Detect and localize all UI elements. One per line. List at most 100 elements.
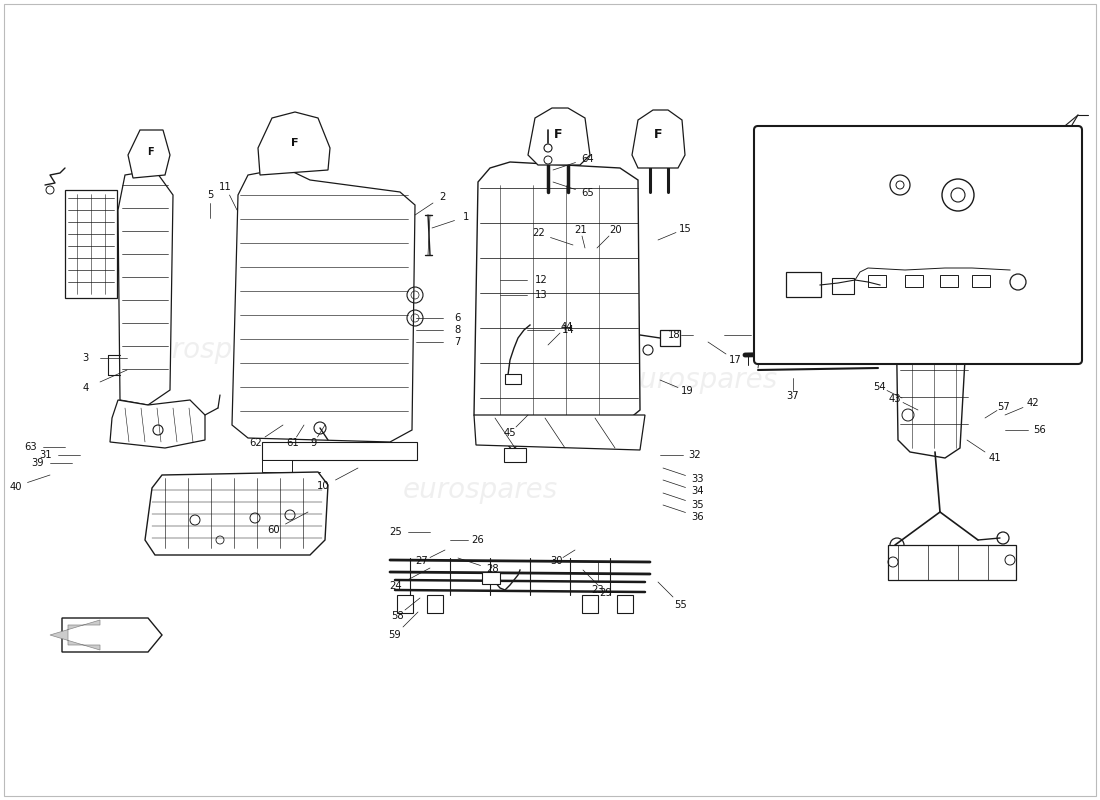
Text: 59: 59 (388, 630, 401, 640)
Bar (868, 275, 886, 287)
Text: 54: 54 (872, 382, 886, 391)
Text: 60: 60 (267, 526, 279, 535)
Polygon shape (474, 415, 645, 450)
Text: 55: 55 (674, 600, 688, 610)
Polygon shape (62, 618, 162, 652)
Polygon shape (50, 620, 100, 650)
Polygon shape (118, 170, 173, 405)
Text: 6: 6 (454, 313, 461, 323)
Text: 9: 9 (310, 438, 317, 448)
Bar (582, 595, 598, 613)
Text: 1: 1 (463, 211, 470, 222)
Text: 47: 47 (844, 225, 857, 234)
Text: 20: 20 (609, 225, 622, 234)
Text: 23: 23 (592, 585, 604, 594)
Text: 45: 45 (504, 429, 516, 438)
Text: 10: 10 (317, 482, 330, 491)
Text: 24: 24 (389, 582, 402, 591)
Text: 37: 37 (786, 391, 800, 402)
Polygon shape (528, 108, 590, 165)
Text: F: F (553, 129, 562, 142)
Text: 49: 49 (1041, 254, 1053, 265)
Bar (940, 275, 958, 287)
Text: 34: 34 (691, 486, 704, 497)
Text: 26: 26 (471, 535, 484, 545)
Text: eurospares: eurospares (623, 366, 778, 394)
Text: 64: 64 (581, 154, 594, 163)
Text: 52: 52 (801, 291, 814, 302)
Bar (262, 460, 292, 472)
Text: 7: 7 (454, 337, 461, 347)
Text: 51: 51 (860, 311, 873, 322)
Text: 13: 13 (535, 290, 548, 300)
Bar (262, 442, 417, 460)
Bar (660, 330, 680, 346)
Text: 28: 28 (486, 565, 498, 574)
Text: 39: 39 (31, 458, 44, 468)
Text: 65: 65 (581, 189, 594, 198)
Circle shape (887, 347, 896, 357)
Text: 14: 14 (562, 325, 574, 335)
Text: 32: 32 (689, 450, 701, 460)
Text: 42: 42 (1026, 398, 1038, 409)
Polygon shape (110, 400, 205, 448)
Text: 40: 40 (9, 482, 22, 491)
Polygon shape (258, 112, 330, 175)
Text: 62: 62 (249, 438, 262, 448)
Text: 36: 36 (691, 511, 704, 522)
Text: 25: 25 (389, 527, 402, 537)
Bar (832, 278, 854, 294)
Text: 11: 11 (219, 182, 232, 192)
Text: 61: 61 (286, 438, 299, 448)
Bar (397, 595, 412, 613)
Bar (505, 374, 521, 384)
Text: 3: 3 (82, 353, 89, 363)
Text: 53: 53 (869, 242, 882, 251)
Polygon shape (232, 168, 415, 442)
Text: F: F (292, 138, 299, 148)
Text: 57: 57 (997, 402, 1010, 411)
Text: 22: 22 (532, 229, 544, 238)
Text: 17: 17 (729, 355, 743, 366)
Text: 58: 58 (390, 611, 404, 622)
Text: USA - CDN: USA - CDN (858, 137, 935, 150)
Bar (482, 572, 500, 584)
Text: 30: 30 (550, 557, 563, 566)
Text: 29: 29 (600, 588, 613, 598)
Polygon shape (145, 472, 328, 555)
Text: 44: 44 (560, 322, 573, 331)
Polygon shape (128, 130, 170, 178)
Text: 31: 31 (40, 450, 52, 460)
Bar (65, 190, 117, 298)
Polygon shape (474, 162, 640, 430)
Bar (786, 272, 821, 297)
Bar (617, 595, 632, 613)
Text: 38: 38 (838, 357, 850, 367)
Text: 5: 5 (207, 190, 213, 200)
Text: eurospares: eurospares (403, 476, 558, 504)
Text: 8: 8 (454, 325, 461, 335)
Text: 33: 33 (691, 474, 704, 485)
Text: 35: 35 (691, 499, 704, 510)
Text: 63: 63 (24, 442, 36, 452)
Text: 27: 27 (416, 557, 428, 566)
Text: 4: 4 (82, 383, 89, 394)
Text: 41: 41 (988, 454, 1001, 463)
Text: 19: 19 (681, 386, 694, 397)
Text: 21: 21 (574, 225, 586, 234)
Text: 16: 16 (759, 330, 772, 340)
Bar (427, 595, 443, 613)
Text: 15: 15 (679, 223, 692, 234)
Polygon shape (632, 110, 685, 168)
Text: 18: 18 (669, 330, 681, 340)
Bar (888, 545, 1016, 580)
Text: 12: 12 (535, 275, 548, 285)
Text: 2: 2 (439, 192, 446, 202)
Text: F: F (146, 147, 153, 157)
Bar (905, 275, 923, 287)
Polygon shape (895, 215, 972, 458)
Text: 50: 50 (1066, 275, 1079, 286)
Text: 48: 48 (1036, 218, 1048, 229)
Bar (504, 448, 526, 462)
Text: eurospares: eurospares (138, 336, 293, 364)
